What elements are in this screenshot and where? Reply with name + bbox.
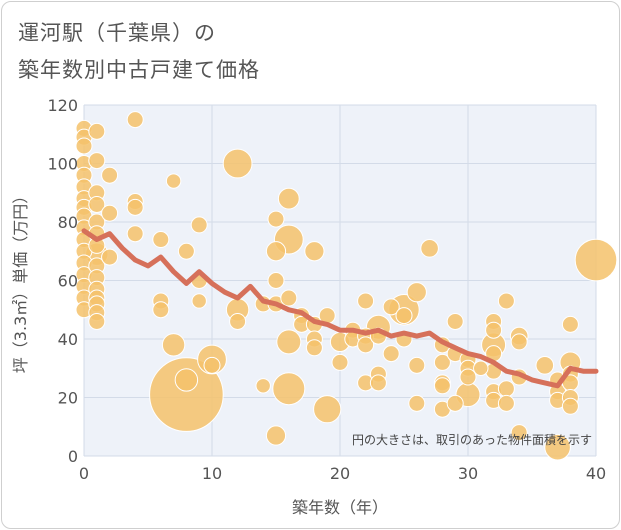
bubble-point (280, 289, 298, 307)
bubble-point (191, 293, 207, 309)
x-axis-title: 築年数（年） (292, 498, 388, 517)
x-axis-ticks: 0 10 20 30 40 (79, 464, 606, 483)
bubble-point (574, 238, 618, 282)
bubble-point (277, 187, 300, 210)
bubble-point (101, 204, 119, 222)
bubble-point (88, 122, 106, 140)
bubble-point (406, 282, 427, 303)
bubble-point (267, 272, 285, 289)
bubble-point (408, 356, 426, 374)
bubble-point (101, 248, 119, 266)
y-axis-title: 坪（3.3㎡）単価（万円） (11, 188, 30, 373)
bubble-point (88, 312, 106, 330)
y-tick-label: 60 (58, 272, 78, 291)
x-tick-label: 10 (202, 464, 222, 483)
bubble-point (382, 298, 400, 316)
bubble-point (265, 425, 287, 446)
bubble-point (126, 225, 144, 243)
y-tick-label: 0 (68, 447, 78, 466)
bubble-point (190, 216, 208, 234)
bubble-point (222, 148, 253, 179)
bubble-point (152, 301, 170, 319)
bubble-point (395, 307, 413, 325)
y-axis-ticks: 0 20 40 60 80 100 120 (47, 96, 78, 466)
bubble-point (101, 166, 119, 184)
y-tick-label: 120 (47, 96, 78, 115)
bubble-point (305, 339, 323, 357)
bubble-point (497, 380, 515, 398)
y-tick-label: 80 (58, 213, 78, 232)
bubble-point (433, 353, 451, 371)
bubble-point (485, 321, 503, 339)
bubble-point (276, 329, 302, 355)
bubble-point (510, 333, 528, 351)
x-tick-label: 40 (586, 464, 606, 483)
bubble-point (126, 198, 144, 216)
y-tick-label: 100 (47, 155, 78, 174)
bubble-point (265, 241, 287, 262)
x-tick-label: 30 (458, 464, 478, 483)
x-tick-label: 20 (330, 464, 350, 483)
size-note: 円の大きさは、取引のあった物件面積を示す (352, 432, 592, 447)
bubble-point (313, 395, 342, 424)
bubble-point (331, 353, 349, 371)
bubble-point (433, 377, 451, 395)
bubble-point (174, 368, 199, 392)
bubble-point (255, 378, 271, 394)
bubble-point (75, 137, 93, 155)
bubble-point (88, 195, 106, 213)
bubble-point (272, 372, 306, 406)
x-tick-label: 0 (79, 464, 89, 483)
bubble-point (229, 312, 247, 330)
bubble-point (459, 368, 477, 386)
y-tick-label: 20 (58, 389, 78, 408)
chart-title-line1: 運河駅（千葉県）の (18, 21, 216, 45)
bubble-point (267, 210, 285, 228)
bubble-point (446, 312, 464, 330)
bubble-point (544, 433, 571, 461)
bubble-point (165, 173, 182, 189)
bubble-point (561, 397, 579, 415)
bubble-point (203, 356, 221, 374)
bubble-point (357, 292, 375, 310)
bubble-point (126, 111, 144, 129)
trend-line (81, 228, 599, 389)
bubble-point (497, 394, 515, 412)
bubble-point (561, 315, 579, 333)
bubble-point (177, 242, 195, 260)
bubble-point (161, 333, 186, 357)
bubble-point (369, 374, 387, 392)
bubble-point (382, 345, 400, 363)
bubble-point (152, 231, 170, 249)
bubble-point (357, 336, 375, 354)
bubble-point (497, 292, 515, 310)
bubble-point (473, 360, 489, 376)
bubble-point (510, 424, 528, 442)
bubble-point (149, 357, 224, 432)
bubble-point (304, 241, 325, 262)
bubble-point (535, 356, 555, 375)
y-tick-label: 40 (58, 330, 78, 349)
chart-title-line2: 築年数別中古戸建て価格 (18, 58, 260, 82)
bubble-point (88, 152, 106, 170)
bubble-point (408, 394, 426, 412)
bubble-point (446, 394, 464, 412)
bubble-point (420, 239, 439, 258)
